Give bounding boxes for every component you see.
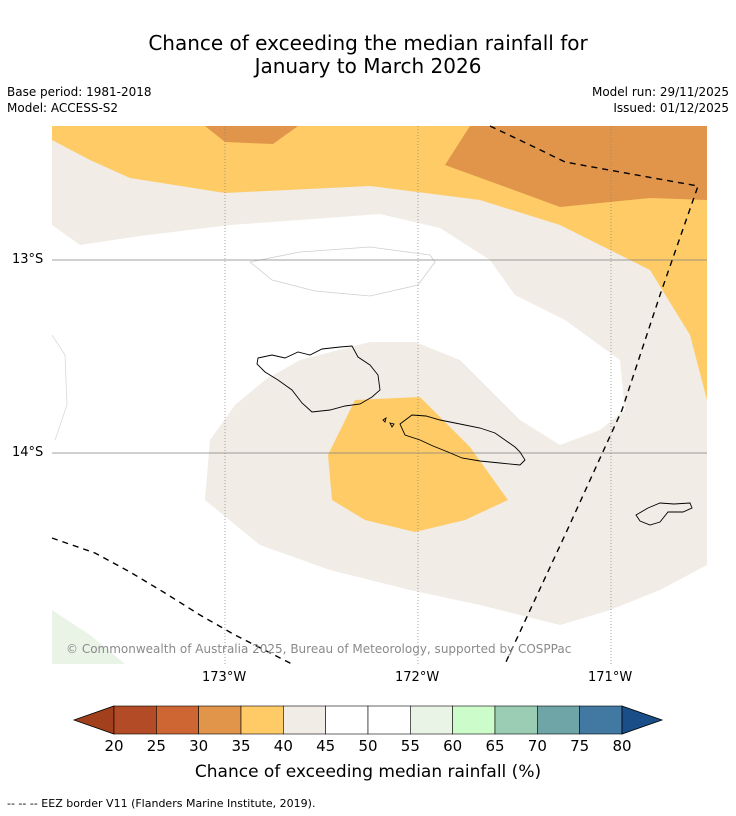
lat-label-13s: 13°S [12,252,44,267]
colorbar-bin-70-75 [537,705,580,735]
contour-35-40-blob [328,397,508,532]
colorbar-extend-high [621,705,664,735]
colorbar-tick-80: 80 [612,737,632,755]
model-run: Model run: 29/11/2025 [591,85,729,99]
colorbar-tick-65: 65 [485,737,505,755]
colorbar-bin-45-50 [325,705,369,735]
copyright-note: © Commonwealth of Australia 2025, Bureau… [66,642,572,656]
issued-date: Issued: 01/12/2025 [613,101,729,115]
colorbar-label: Chance of exceeding median rainfall (%) [194,762,542,782]
colorbar-tick-70: 70 [527,737,547,755]
model-name: Model: ACCESS-S2 [7,101,119,115]
contour-45-55 [52,214,707,664]
colorbar-bin-50-55 [367,705,411,735]
colorbar-extend-low [72,705,115,735]
colorbar-tick-50: 50 [358,737,378,755]
lon-label-171w: 171°W [588,670,633,685]
contour-30-35-right [445,126,707,207]
colorbar-bin-20-25 [113,705,157,735]
map-title-line2: January to March 2026 [254,54,482,78]
base-period: Base period: 1981-2018 [7,85,152,99]
colorbar-bin-40-45 [283,705,326,735]
colorbar-tick-60: 60 [443,737,463,755]
graticule [52,126,707,664]
island-upolu [399,414,526,466]
colorbar-bin-75-80 [579,705,623,735]
eez-border [51,125,699,665]
colorbar-tick-55: 55 [400,737,420,755]
colorbar-bin-30-35 [198,705,242,735]
contour-55-60 [52,610,125,664]
colorbar-bin-55-60 [410,705,453,735]
colorbar-bin-25-30 [156,705,199,735]
colorbar-tick-40: 40 [273,737,293,755]
colorbar-bin-35-40 [240,705,284,735]
colorbar-bin-65-70 [494,705,538,735]
forecast-contours [52,126,707,664]
contour-30-35-left [205,126,298,144]
island-tutuila [635,502,693,526]
lon-label-173w: 173°W [202,670,247,685]
colorbar-bin-60-65 [452,705,496,735]
colorbar-tick-35: 35 [231,737,251,755]
contour-outline-13s [249,246,436,297]
colorbar-tick-75: 75 [570,737,590,755]
map-title-line1: Chance of exceeding the median rainfall … [148,31,588,55]
island-savaii [256,345,381,413]
lat-label-14s: 14°S [12,445,44,460]
colorbar-tick-20: 20 [104,737,124,755]
lon-label-172w: 172°W [395,670,440,685]
colorbar-tick-30: 30 [189,737,209,755]
colorbar-tick-25: 25 [146,737,166,755]
colorbar-tick-45: 45 [316,737,336,755]
eez-note: -- -- -- EEZ border V11 (Flanders Marine… [7,797,316,810]
